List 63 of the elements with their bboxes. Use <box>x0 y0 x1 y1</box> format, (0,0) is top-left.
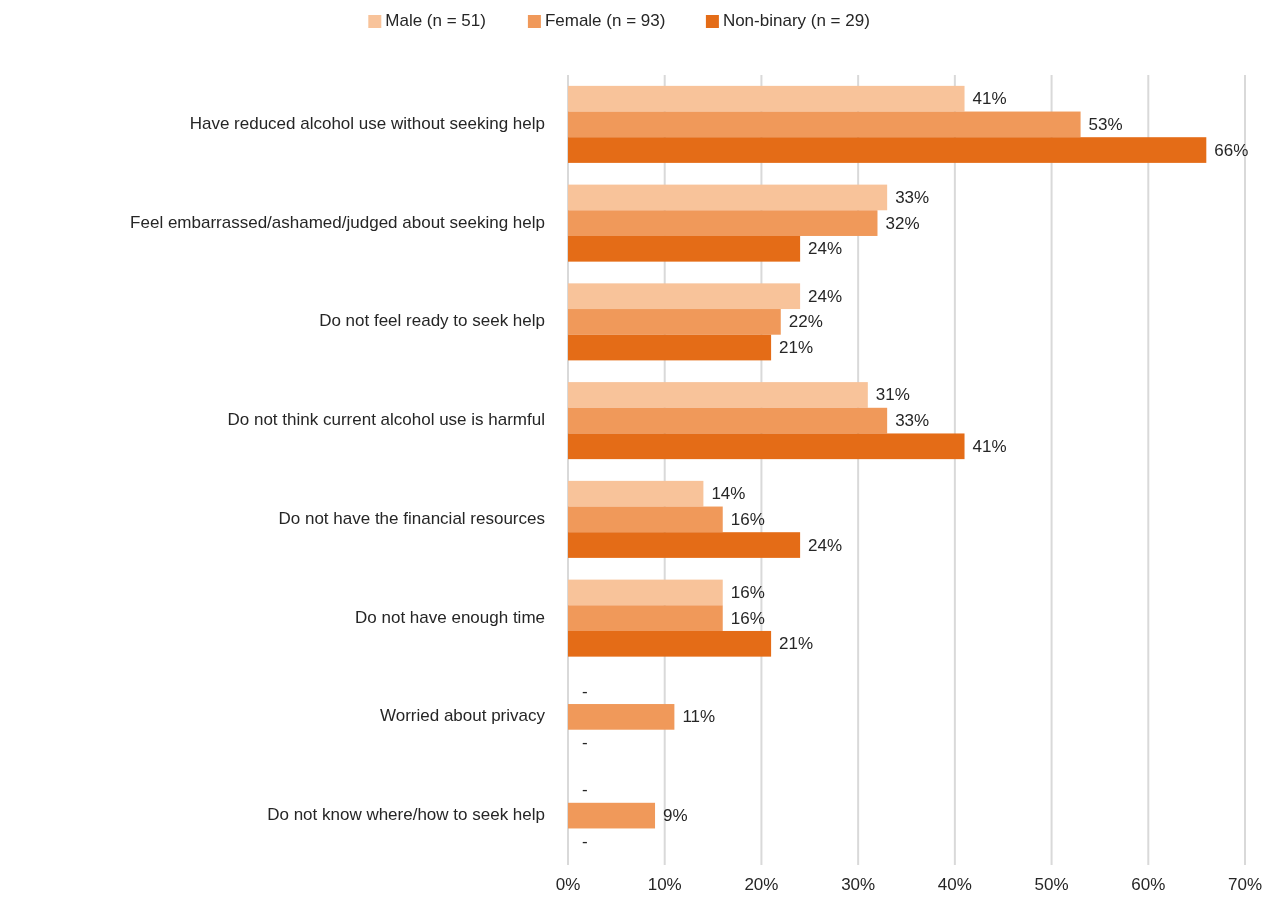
y-tick-label: Have reduced alcohol use without seeking help <box>189 113 545 133</box>
bar <box>568 309 781 335</box>
bar <box>568 85 965 112</box>
data-label: 16% <box>730 509 765 529</box>
y-tick-label: Do not have the financial resources <box>278 508 545 528</box>
legend-label: Non-binary (n = 29) <box>722 11 870 31</box>
data-label: 16% <box>730 582 765 602</box>
data-label: 21% <box>779 634 814 654</box>
data-label: 66% <box>1214 140 1249 160</box>
text: - <box>582 733 588 753</box>
x-tick-label: 10% <box>647 875 682 894</box>
bar <box>568 334 772 361</box>
y-tick-label: Do not think current alcohol use is harmful <box>227 410 545 430</box>
bar <box>568 433 965 460</box>
bar <box>568 630 772 657</box>
data-label: 22% <box>788 312 823 332</box>
bar <box>568 184 888 211</box>
bar <box>568 283 801 310</box>
data-label: 24% <box>808 535 843 555</box>
y-tick-label: Feel embarrassed/ashamed/judged about seeking help <box>130 212 545 232</box>
bar <box>568 704 675 730</box>
bar <box>568 605 723 631</box>
data-label: 33% <box>895 411 930 431</box>
y-tick-label: Worried about privacy <box>379 706 546 726</box>
data-label: 14% <box>711 484 746 504</box>
bar <box>568 382 868 408</box>
x-tick-label: 70% <box>1227 875 1263 894</box>
x-tick-label: 50% <box>1034 875 1069 894</box>
y-tick-label: Do not feel ready to seek help <box>319 311 545 331</box>
bar <box>568 137 1207 163</box>
data-label: 16% <box>730 608 765 628</box>
x-tick-label: 0% <box>555 875 581 894</box>
y-tick-label: Do not have enough time <box>355 607 545 627</box>
legend-label: Male (n = 51) <box>385 11 486 31</box>
bar <box>568 480 704 507</box>
bar <box>568 111 1081 138</box>
legend-label: Female (n = 93) <box>544 11 666 31</box>
bar <box>568 532 801 558</box>
x-tick-label: 40% <box>937 875 972 894</box>
x-tick-label: 30% <box>841 875 876 894</box>
data-label: 41% <box>972 89 1007 109</box>
data-label: 31% <box>875 385 910 405</box>
bar <box>568 579 723 606</box>
bar <box>568 802 656 829</box>
x-tick-label: 20% <box>744 875 779 894</box>
data-label: 24% <box>808 239 843 259</box>
bar <box>568 407 888 434</box>
data-label: 24% <box>808 286 843 306</box>
y-tick-label: Do not know where/how to seek help <box>267 805 545 825</box>
x-tick-label: 60% <box>1131 875 1166 894</box>
data-label: 41% <box>972 436 1007 456</box>
text: - <box>582 831 588 851</box>
data-label: 33% <box>895 187 930 207</box>
text: - <box>582 780 588 800</box>
bar <box>568 506 723 533</box>
bar <box>568 235 801 262</box>
data-label: 53% <box>1088 114 1123 134</box>
bar <box>568 210 878 236</box>
data-label: 9% <box>663 806 688 826</box>
data-label: 32% <box>885 213 920 233</box>
text: - <box>582 681 588 701</box>
data-label: 11% <box>682 707 716 727</box>
data-label: 21% <box>779 338 814 358</box>
